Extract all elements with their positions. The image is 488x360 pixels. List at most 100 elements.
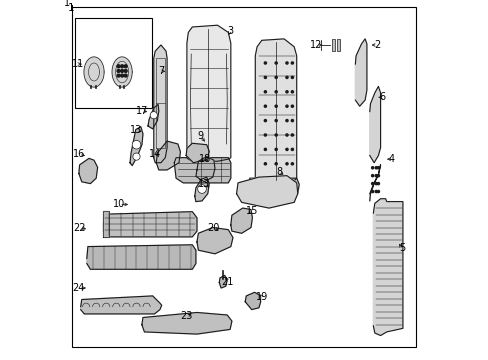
Text: 6: 6	[378, 92, 384, 102]
Circle shape	[285, 148, 287, 150]
Circle shape	[121, 69, 123, 72]
Polygon shape	[174, 158, 230, 183]
Circle shape	[124, 65, 127, 68]
Circle shape	[377, 167, 379, 169]
Polygon shape	[153, 45, 167, 163]
Polygon shape	[373, 199, 402, 336]
Text: 3: 3	[226, 26, 233, 36]
Polygon shape	[87, 245, 196, 269]
Text: 5: 5	[398, 243, 405, 253]
Text: 13: 13	[130, 125, 142, 135]
Polygon shape	[79, 158, 98, 184]
Text: 10: 10	[113, 199, 125, 210]
Circle shape	[371, 175, 373, 177]
Polygon shape	[186, 25, 230, 161]
Polygon shape	[247, 178, 299, 200]
Polygon shape	[197, 228, 232, 254]
Polygon shape	[81, 296, 162, 314]
Text: 11: 11	[72, 59, 84, 69]
Text: 21: 21	[221, 276, 233, 287]
Circle shape	[291, 148, 293, 150]
Polygon shape	[156, 141, 180, 170]
Circle shape	[264, 163, 266, 165]
Text: 22: 22	[73, 222, 86, 233]
Circle shape	[291, 134, 293, 136]
Polygon shape	[186, 143, 209, 163]
Polygon shape	[103, 211, 109, 237]
Circle shape	[275, 120, 277, 122]
Polygon shape	[142, 312, 231, 334]
Text: 1: 1	[64, 0, 70, 8]
Text: 14: 14	[149, 149, 161, 159]
Polygon shape	[103, 212, 197, 237]
Circle shape	[291, 105, 293, 107]
Text: 16: 16	[73, 149, 85, 159]
Circle shape	[275, 134, 277, 136]
Bar	[332, 39, 335, 51]
Circle shape	[121, 65, 123, 68]
Circle shape	[371, 183, 373, 185]
Circle shape	[197, 185, 206, 193]
Text: 17: 17	[136, 106, 148, 116]
Polygon shape	[219, 275, 227, 288]
Circle shape	[264, 134, 266, 136]
Text: 19: 19	[255, 292, 267, 302]
Polygon shape	[355, 39, 366, 106]
Polygon shape	[194, 177, 209, 202]
Circle shape	[264, 148, 266, 150]
Bar	[75, 18, 152, 108]
Polygon shape	[369, 86, 380, 163]
Text: 8: 8	[276, 167, 282, 177]
Circle shape	[285, 62, 287, 64]
Polygon shape	[130, 127, 142, 166]
Circle shape	[374, 190, 377, 193]
Text: 13: 13	[198, 179, 210, 189]
Circle shape	[275, 105, 277, 107]
Circle shape	[371, 190, 373, 193]
Circle shape	[117, 69, 120, 72]
Circle shape	[117, 74, 120, 77]
Bar	[336, 39, 339, 51]
Circle shape	[264, 120, 266, 122]
Circle shape	[374, 183, 377, 185]
Circle shape	[117, 65, 120, 68]
Circle shape	[132, 140, 141, 149]
Circle shape	[264, 62, 266, 64]
Text: 20: 20	[207, 222, 220, 233]
Circle shape	[264, 76, 266, 78]
Polygon shape	[244, 292, 260, 310]
Circle shape	[377, 175, 379, 177]
Circle shape	[275, 148, 277, 150]
Circle shape	[275, 76, 277, 78]
Polygon shape	[84, 57, 104, 87]
Circle shape	[275, 91, 277, 93]
Text: 2: 2	[374, 40, 380, 50]
Circle shape	[150, 112, 157, 119]
Circle shape	[264, 105, 266, 107]
Text: 4: 4	[387, 154, 394, 164]
Text: 23: 23	[181, 311, 193, 321]
Text: 12: 12	[310, 40, 322, 50]
Circle shape	[291, 76, 293, 78]
Circle shape	[124, 74, 127, 77]
Text: 9: 9	[197, 131, 203, 141]
Circle shape	[291, 163, 293, 165]
Circle shape	[291, 120, 293, 122]
Circle shape	[275, 62, 277, 64]
Circle shape	[377, 190, 379, 193]
Polygon shape	[112, 57, 132, 87]
Text: 24: 24	[73, 283, 85, 293]
Circle shape	[285, 134, 287, 136]
Text: 15: 15	[245, 206, 257, 216]
Polygon shape	[148, 104, 159, 129]
Circle shape	[264, 91, 266, 93]
Text: 7: 7	[158, 66, 164, 76]
Polygon shape	[196, 157, 215, 182]
Polygon shape	[369, 165, 380, 201]
Circle shape	[124, 69, 127, 72]
Text: 1: 1	[67, 3, 74, 13]
Circle shape	[291, 91, 293, 93]
Circle shape	[121, 74, 123, 77]
Circle shape	[377, 183, 379, 185]
Circle shape	[285, 76, 287, 78]
